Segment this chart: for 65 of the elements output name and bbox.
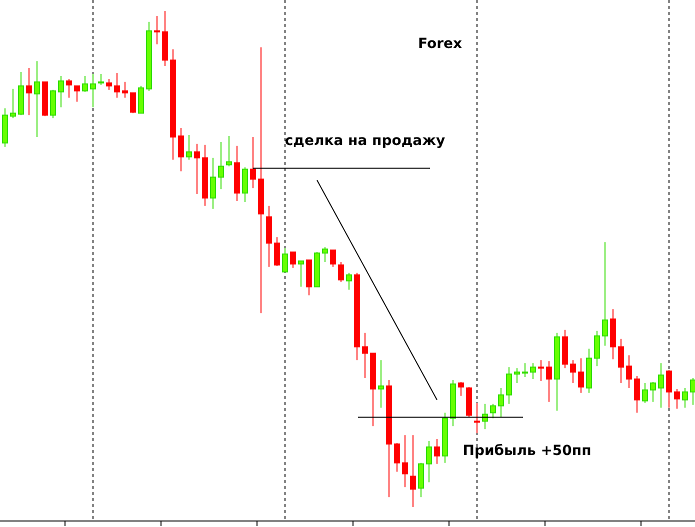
candlestick	[378, 360, 384, 408]
candlestick	[66, 78, 72, 98]
ref-line-label: Прибыль +50пп	[462, 443, 592, 459]
candlestick	[338, 261, 344, 282]
candlestick	[90, 73, 96, 108]
candlestick	[618, 338, 624, 384]
candlestick	[434, 438, 440, 464]
candlestick	[578, 358, 584, 394]
candlestick	[194, 143, 200, 195]
candlestick	[650, 382, 656, 402]
candlestick	[682, 387, 688, 408]
candlestick	[298, 260, 304, 288]
candlestick	[322, 246, 328, 262]
candlestick	[154, 15, 160, 45]
candlestick	[522, 362, 528, 378]
ref-line-label: сделка на продажу	[284, 133, 446, 149]
candlestick	[602, 242, 608, 346]
candlestick	[570, 360, 576, 384]
text: Forex	[418, 36, 462, 52]
candlestick	[426, 440, 432, 483]
candlestick	[690, 378, 695, 406]
candlestick	[546, 360, 552, 402]
candlestick	[538, 360, 544, 382]
candlestick	[658, 362, 664, 408]
candlestick	[474, 402, 480, 434]
candlestick	[410, 434, 416, 508]
candlestick	[290, 252, 296, 268]
candlestick	[482, 403, 488, 430]
candlestick	[594, 330, 600, 367]
candlestick	[106, 78, 112, 90]
candlestick	[282, 248, 288, 272]
candlestick	[98, 73, 104, 86]
candlestick	[250, 136, 256, 189]
candlestick	[674, 388, 680, 410]
candlestick	[498, 387, 504, 418]
candlestick	[666, 370, 672, 408]
candlestick	[82, 75, 88, 92]
candlestick	[490, 403, 496, 419]
candlestick	[26, 68, 32, 116]
candlestick	[346, 272, 352, 290]
candlestick	[242, 166, 248, 202]
candlestick	[210, 157, 216, 210]
candlestick	[642, 382, 648, 404]
candlestick	[402, 434, 408, 488]
candlestick	[514, 368, 520, 384]
candlestick	[330, 250, 336, 268]
candlestick	[394, 442, 400, 472]
candlestick	[458, 382, 464, 396]
candlestick	[506, 366, 512, 404]
candlestick	[226, 135, 232, 167]
candlestick	[530, 362, 536, 380]
candlestick	[218, 141, 224, 190]
candlestick	[58, 75, 64, 108]
candlestick	[122, 81, 128, 98]
candlestick	[634, 376, 640, 414]
candlestick	[130, 92, 136, 114]
candlestick	[186, 134, 192, 160]
candlestick	[362, 332, 368, 379]
candlestick	[274, 236, 280, 266]
candlestick	[178, 128, 184, 172]
candlestick	[74, 85, 80, 102]
candlestick	[114, 72, 120, 98]
candlestick	[626, 354, 632, 388]
candlestick	[10, 88, 16, 119]
candlestick	[34, 60, 40, 138]
